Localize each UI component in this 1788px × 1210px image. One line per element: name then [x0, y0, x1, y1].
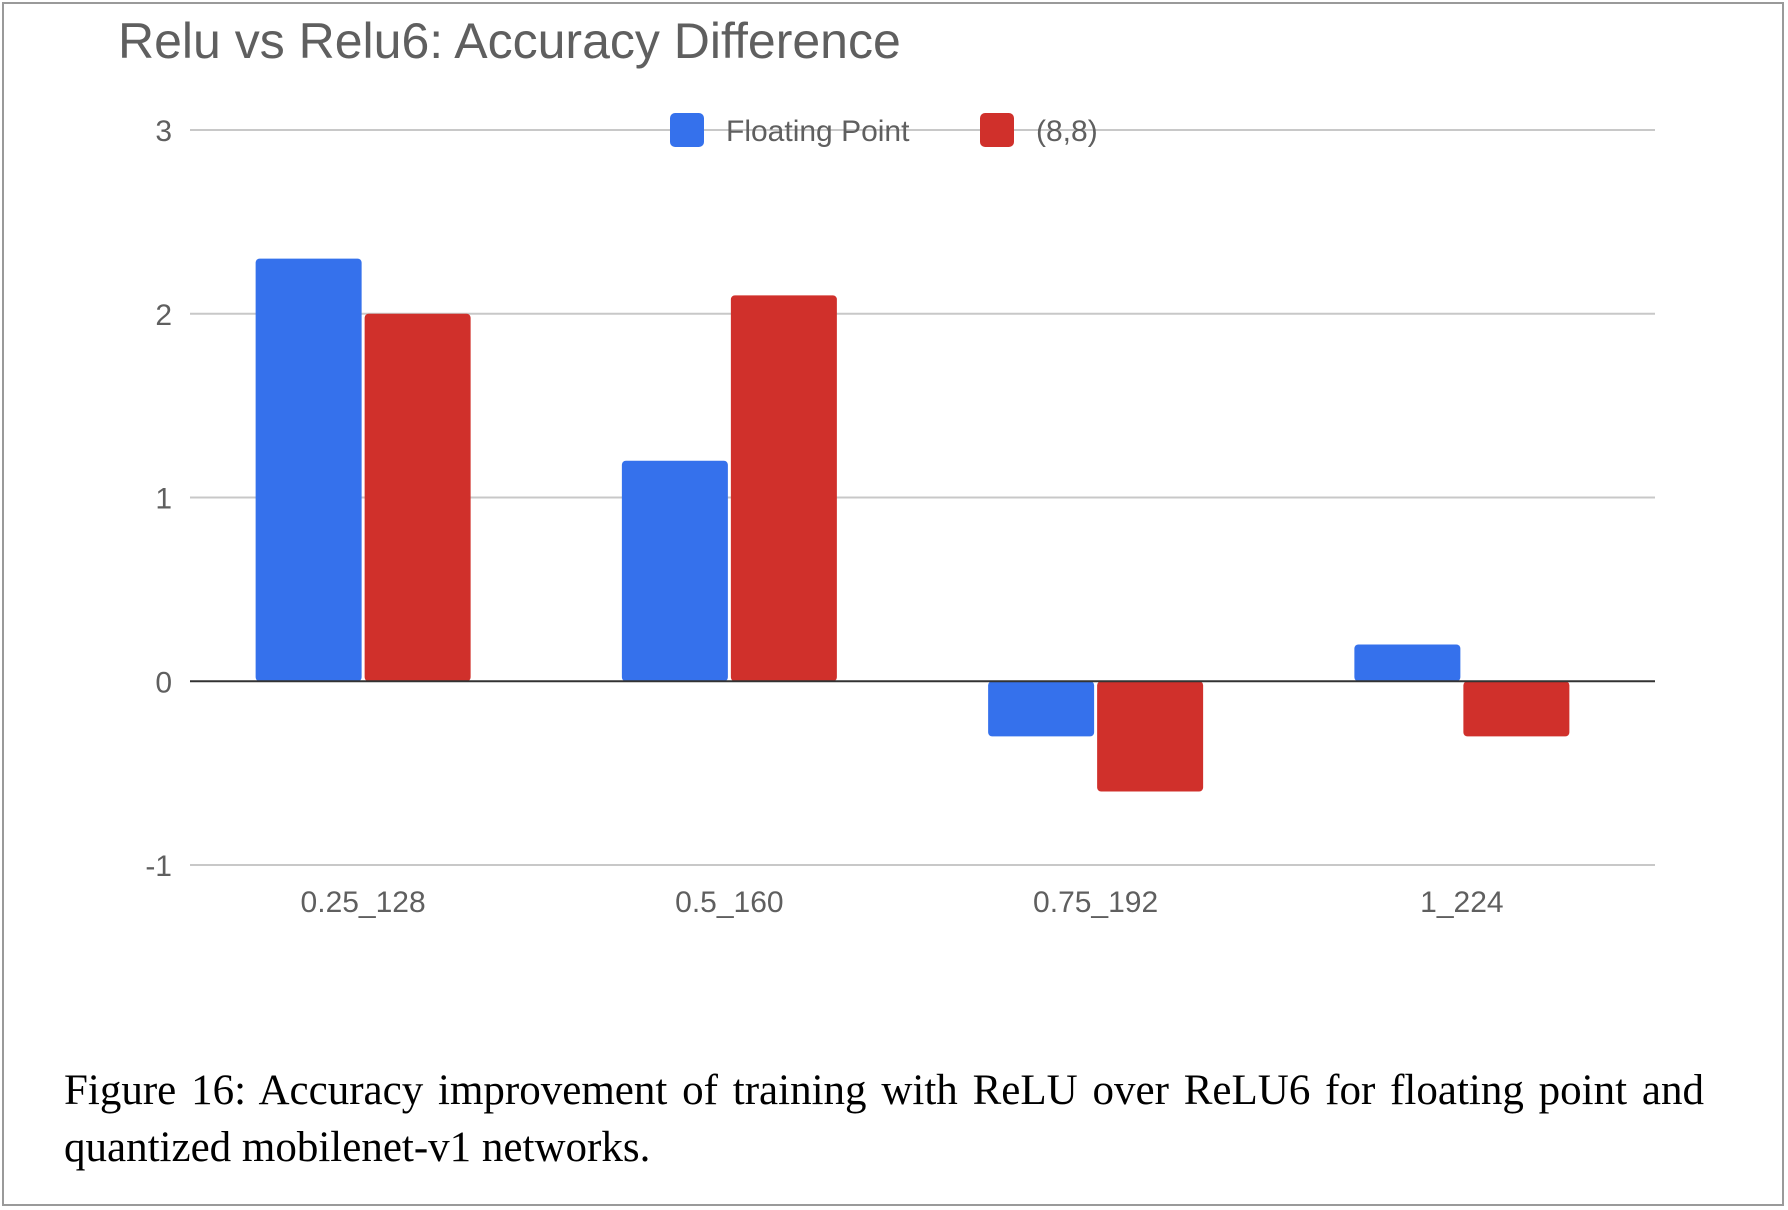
- bar-floating-point: [255, 258, 362, 682]
- y-tick-label: 2: [155, 299, 172, 332]
- bar-quantized-8-8: [1097, 681, 1204, 792]
- legend-swatch: [670, 113, 704, 147]
- legend-label: Floating Point: [726, 115, 910, 148]
- y-tick-label: 0: [155, 666, 172, 699]
- y-tick-label: 1: [155, 483, 172, 516]
- legend-label: (8,8): [1036, 115, 1098, 148]
- figure-caption: Figure 16: Accuracy improvement of train…: [64, 1067, 1704, 1171]
- x-tick-label: 0.5_160: [675, 886, 783, 919]
- y-tick-label: 3: [155, 115, 172, 148]
- bar-quantized-8-8: [1463, 681, 1570, 737]
- x-tick-label: 0.25_128: [301, 886, 426, 919]
- bar-floating-point: [1354, 644, 1461, 682]
- bar-floating-point: [621, 460, 728, 682]
- bar-quantized-8-8: [364, 313, 471, 682]
- bar-quantized-8-8: [730, 295, 837, 682]
- chart-title: Relu vs Relu6: Accuracy Difference: [118, 13, 901, 69]
- x-tick-label: 0.75_192: [1033, 886, 1158, 919]
- y-tick-label: -1: [145, 850, 172, 883]
- bar-chart: -1 0 1 2 3 0.25_128 0.5_160 0.75_192 1_224 Floati…: [145, 113, 1655, 919]
- x-tick-label: 1_224: [1420, 886, 1503, 919]
- bar-floating-point: [988, 681, 1095, 737]
- legend-swatch: [980, 113, 1014, 147]
